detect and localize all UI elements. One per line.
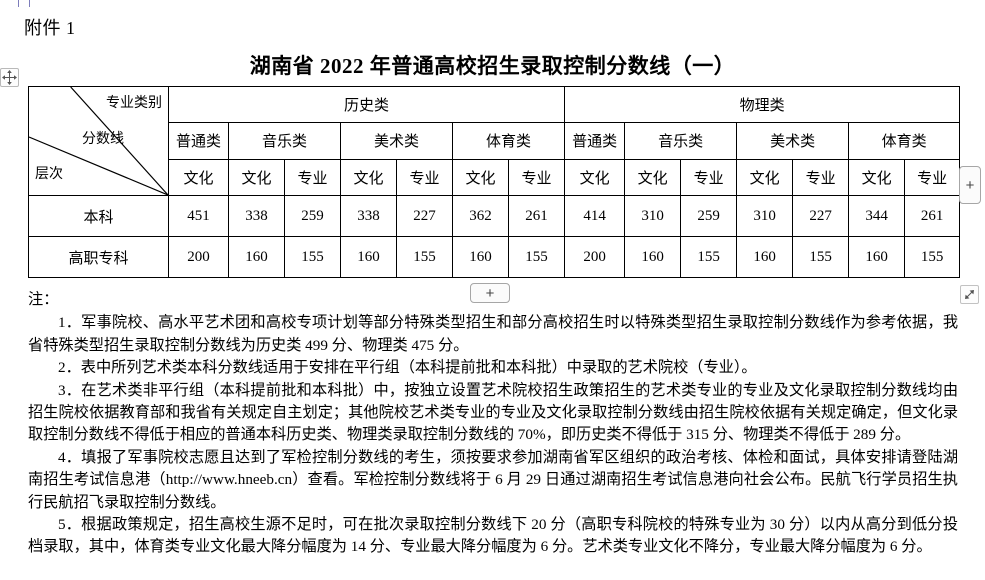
notes-heading: 注： (28, 291, 59, 308)
table-header-group-row: 专业类别 分数线 层次 历史类 物理类 (28, 85, 961, 196)
table-cell: 338 (228, 195, 285, 237)
note-item-5: 5．根据政策规定，招生高校生源不足时，可在批次录取控制分数线下 20 分（高职专… (28, 516, 958, 556)
table-cell: 261 (904, 195, 961, 237)
note-item-1: 1．军事院校、高水平艺术团和高校专项计划等部分特殊类型招生和部分高校招生时以特殊… (28, 314, 958, 354)
leaf-header: 专业 (396, 158, 453, 197)
table-move-handle[interactable] (0, 68, 19, 87)
table-cell: 160 (340, 236, 397, 278)
table-cell: 160 (228, 236, 285, 278)
note-item-2: 2．表中所列艺术类本科分数线适用于安排在平行组（本科提前批和本科批）中录取的艺术… (58, 359, 757, 377)
table-cell: 200 (168, 236, 229, 278)
corner-diagonal-lines-icon (29, 87, 168, 195)
table-cell: 414 (564, 195, 626, 237)
subgroup-header: 美术类 (340, 122, 453, 160)
ruler-tick-marker (18, 0, 30, 7)
table-resize-handle[interactable] (960, 285, 979, 304)
table-header-leaf-row: 文化 文化 专业 文化 专业 文化 专业 文化 文化 专业 文化 专业 文化 专… (29, 158, 961, 197)
leaf-header: 文化 (340, 158, 397, 197)
corner-label-level: 层次 (35, 167, 63, 182)
notes-section: 注： 1．军事院校、高水平艺术团和高校专项计划等部分特殊类型招生和部分高校招生时… (28, 289, 958, 559)
insert-row-button[interactable]: + (470, 283, 510, 303)
table-cell: 227 (792, 195, 850, 237)
subgroup-header: 体育类 (848, 122, 961, 160)
score-table: 专业类别 分数线 层次 历史类 物理类 普通类 音乐类 美术类 体育类 普通类 … (28, 85, 961, 278)
subgroup-header: 美术类 (736, 122, 850, 160)
row-label: 本科 (28, 195, 169, 237)
table-cell: 155 (680, 236, 738, 278)
table-cell: 155 (904, 236, 961, 278)
leaf-header: 专业 (284, 158, 341, 197)
table-row: 高职专科 200 160 155 160 155 160 155 200 160… (28, 236, 961, 278)
note-item-4: 4．填报了军事院校志愿且达到了军检控制分数线的考生，须按要求参加湖南省军区组织的… (28, 448, 958, 511)
move-cross-icon (2, 70, 17, 85)
leaf-header: 专业 (904, 158, 961, 197)
resize-corner-icon (965, 290, 974, 299)
table-header-subgroup-row: 普通类 音乐类 美术类 体育类 普通类 音乐类 美术类 体育类 (29, 122, 961, 160)
leaf-header: 专业 (792, 158, 850, 197)
table-cell: 338 (340, 195, 397, 237)
leaf-header: 文化 (848, 158, 906, 197)
leaf-header: 文化 (228, 158, 285, 197)
table-cell: 160 (452, 236, 509, 278)
table-cell: 155 (396, 236, 453, 278)
leaf-header: 专业 (680, 158, 738, 197)
table-cell: 259 (680, 195, 738, 237)
table-cell: 310 (624, 195, 682, 237)
group-header-history: 历史类 (167, 85, 566, 124)
leaf-header: 文化 (452, 158, 509, 197)
corner-label-category: 专业类别 (106, 96, 162, 111)
table-cell: 259 (284, 195, 341, 237)
subgroup-header: 音乐类 (624, 122, 738, 160)
table-cell: 310 (736, 195, 794, 237)
subgroup-header: 普通类 (168, 122, 229, 160)
corner-label-scoreline: 分数线 (82, 132, 124, 147)
note-item-3: 3．在艺术类非平行组（本科提前批和本科批）中，按独立设置艺术院校招生政策招生的艺… (28, 381, 958, 444)
insert-column-button[interactable]: + (959, 166, 981, 204)
table-cell: 451 (168, 195, 229, 237)
table-cell: 362 (452, 195, 509, 237)
leaf-header: 文化 (624, 158, 682, 197)
subgroup-header: 普通类 (564, 122, 626, 160)
table-cell: 155 (284, 236, 341, 278)
subgroup-header: 音乐类 (228, 122, 341, 160)
attachment-label: 附件 1 (24, 18, 76, 38)
subgroup-header: 体育类 (451, 122, 566, 160)
leaf-header: 文化 (736, 158, 794, 197)
table-cell: 155 (507, 236, 566, 278)
table-cell: 200 (564, 236, 626, 278)
group-header-physics: 物理类 (564, 85, 961, 124)
table-cell: 344 (848, 195, 906, 237)
leaf-header: 文化 (564, 158, 626, 197)
row-label: 高职专科 (28, 236, 169, 278)
score-table-container: 专业类别 分数线 层次 历史类 物理类 普通类 音乐类 美术类 体育类 普通类 … (28, 85, 961, 278)
leaf-header: 专业 (507, 158, 566, 197)
table-row: 本科 451 338 259 338 227 362 261 414 310 2… (28, 195, 961, 237)
table-cell: 160 (736, 236, 794, 278)
table-cell: 160 (848, 236, 906, 278)
page-title: 湖南省 2022 年普通高校招生录取控制分数线（一） (249, 54, 736, 78)
leaf-header: 文化 (168, 158, 229, 197)
table-corner-cell: 专业类别 分数线 层次 (28, 86, 169, 196)
table-cell: 160 (624, 236, 682, 278)
table-cell: 155 (792, 236, 850, 278)
table-cell: 261 (507, 195, 566, 237)
table-cell: 227 (396, 195, 453, 237)
